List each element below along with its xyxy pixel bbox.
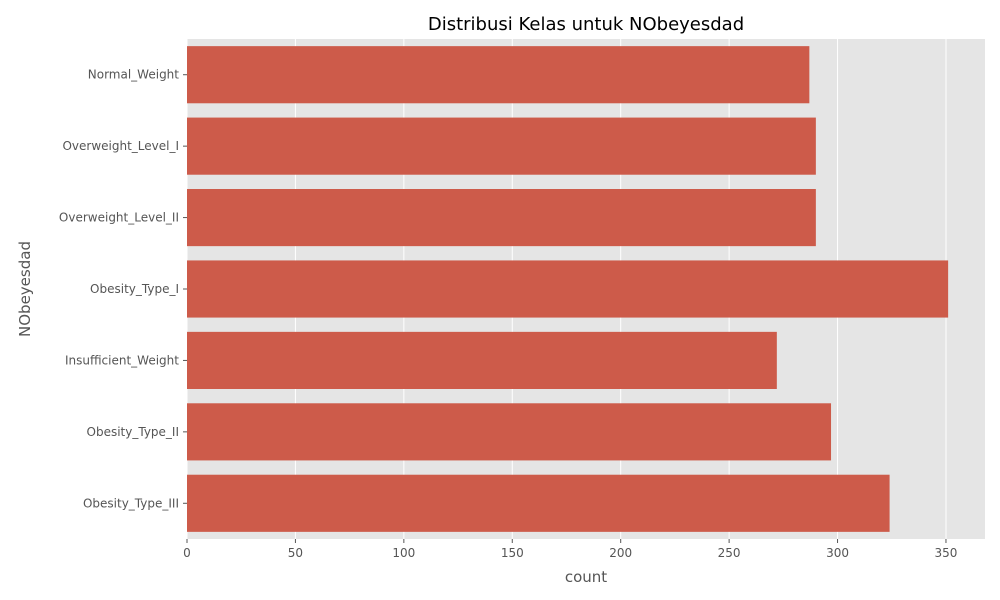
x-tick-label: 200	[609, 546, 632, 560]
x-axis-ticks: 0 50 100 150 200 250 300 350	[183, 539, 957, 560]
y-tick-label: Obesity_Type_II	[87, 425, 179, 439]
bars	[187, 46, 949, 532]
x-tick-label: 100	[392, 546, 415, 560]
bar-obesity-type-ii	[187, 403, 832, 461]
bar-insufficient-weight	[187, 331, 777, 389]
x-tick-label: 350	[935, 546, 958, 560]
bar-normal-weight	[187, 46, 810, 104]
bar-obesity-type-i	[187, 260, 949, 318]
bar-obesity-type-iii	[187, 474, 890, 532]
x-tick-label: 250	[718, 546, 741, 560]
bar-overweight-level-ii	[187, 189, 816, 247]
y-tick-label: Normal_Weight	[88, 68, 180, 82]
y-tick-label: Overweight_Level_I	[62, 139, 179, 153]
x-tick-label: 150	[501, 546, 524, 560]
y-axis-ticks: Normal_Weight Overweight_Level_I Overweigh…	[59, 68, 187, 510]
y-tick-label: Obesity_Type_I	[90, 282, 179, 296]
chart-title: Distribusi Kelas untuk NObeyesdad	[428, 14, 744, 35]
y-tick-label: Overweight_Level_II	[59, 211, 179, 225]
x-tick-label: 50	[288, 546, 303, 560]
y-tick-label: Obesity_Type_III	[83, 496, 179, 510]
x-tick-label: 0	[183, 546, 191, 560]
y-axis-title: NObeyesdad	[16, 241, 34, 337]
x-tick-label: 300	[826, 546, 849, 560]
x-axis-title: count	[565, 568, 607, 586]
bar-overweight-level-i	[187, 117, 816, 175]
y-tick-label: Insufficient_Weight	[65, 353, 179, 367]
